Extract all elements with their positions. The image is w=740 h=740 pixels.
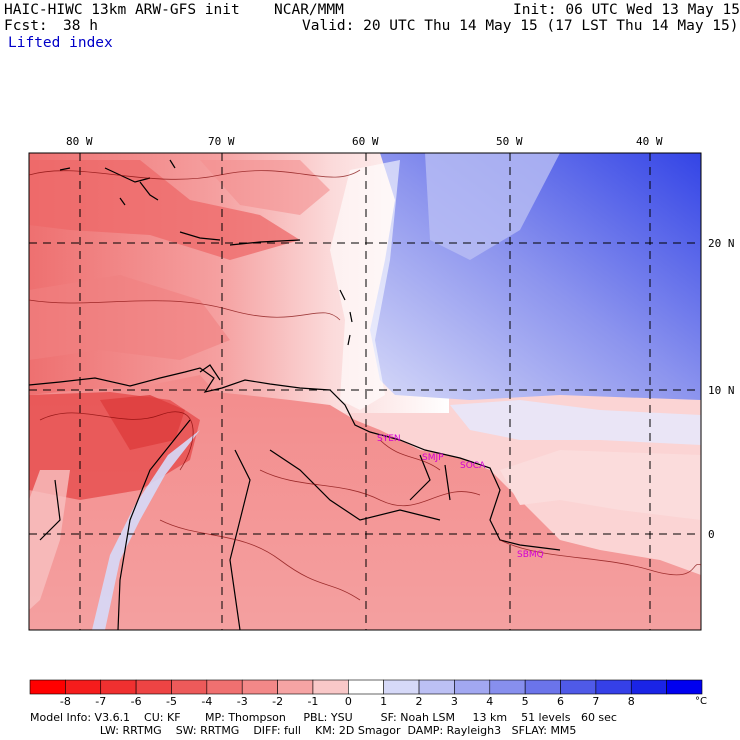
lon-label-60w: 60 W: [352, 135, 379, 148]
colorbar-swatch: [595, 679, 632, 695]
lat-label-10n: 10 N: [708, 384, 735, 397]
colorbar-tick-label: -3: [237, 695, 248, 708]
colorbar-tick-label: -4: [201, 695, 212, 708]
forecast-label: Fcst:: [4, 18, 48, 34]
lon-label-80w: 80 W: [66, 135, 93, 148]
colorbar-tick-label: 7: [592, 695, 599, 708]
colorbar-swatch: [171, 679, 208, 695]
colorbar-tick-label: -7: [95, 695, 106, 708]
colorbar-swatch: [383, 679, 420, 695]
colorbar-swatch: [454, 679, 491, 695]
colorbar-swatch: [206, 679, 243, 695]
station-soca: SOCA: [460, 461, 486, 471]
colorbar-swatch: [348, 679, 384, 695]
colorbar-swatch: [630, 679, 667, 695]
colorbar-swatches: [29, 679, 703, 695]
lon-label-50w: 50 W: [496, 135, 523, 148]
colorbar-tick-label: 5: [522, 695, 529, 708]
colorbar-swatch: [489, 679, 526, 695]
colorbar-swatch: [65, 679, 102, 695]
colorbar-swatch: [312, 679, 349, 695]
colorbar-tick-label: 2: [416, 695, 423, 708]
lat-lon-grid: [29, 153, 701, 630]
colorbar-ticks: -8 -7 -6 -5 -4 -3 -2 -1 0 1 2 3 4 5 6 7 8: [60, 695, 635, 708]
colorbar-swatch: [560, 679, 597, 695]
model-title: HAIC-HIWC 13km ARW-GFS init: [4, 2, 240, 18]
station-syen: SYEN: [377, 434, 401, 444]
colorbar-tick-label: 1: [380, 695, 387, 708]
colorbar-tick-label: -8: [60, 695, 71, 708]
colorbar-tick-label: 6: [557, 695, 564, 708]
organization: NCAR/MMM: [274, 2, 344, 18]
colorbar-swatch: [666, 679, 703, 695]
lat-label-0: 0: [708, 528, 715, 541]
lon-label-70w: 70 W: [208, 135, 235, 148]
colorbar-swatch: [418, 679, 455, 695]
colorbar-tick-label: -2: [272, 695, 283, 708]
colorbar-swatch: [241, 679, 278, 695]
colorbar-unit: °C: [695, 696, 707, 707]
coastlines: [28, 159, 561, 631]
colorbar-tick-label: 3: [451, 695, 458, 708]
colorbar-tick-label: 4: [486, 695, 493, 708]
colorbar-swatch: [277, 679, 314, 695]
colorbar-tick-label: -6: [131, 695, 142, 708]
colorbar-tick-label: 8: [628, 695, 635, 708]
station-smjp: SMJP: [422, 453, 444, 463]
colorbar-tick-label: -5: [166, 695, 177, 708]
li-contours: [28, 169, 702, 601]
forecast-hour: 38 h: [63, 18, 98, 34]
colorbar-swatch: [524, 679, 561, 695]
colorbar-swatch: [29, 679, 66, 695]
field-name: Lifted index: [8, 35, 113, 51]
model-info-line1: Model Info: V3.6.1 CU: KF MP: Thompson P…: [30, 711, 617, 724]
valid-time: Valid: 20 UTC Thu 14 May 15 (17 LST Thu …: [302, 18, 739, 34]
colorbar-tick-label: -1: [307, 695, 318, 708]
colorbar-swatch: [100, 679, 137, 695]
model-info-line2: LW: RRTMG SW: RRTMG DIFF: full KM: 2D Sm…: [30, 724, 577, 737]
station-sbmq: SBMQ: [517, 550, 544, 560]
init-time: Init: 06 UTC Wed 13 May 15: [513, 2, 740, 18]
lat-label-20n: 20 N: [708, 237, 735, 250]
colorbar-swatch: [135, 679, 172, 695]
colorbar-tick-label: 0: [345, 695, 352, 708]
lon-label-40w: 40 W: [636, 135, 663, 148]
